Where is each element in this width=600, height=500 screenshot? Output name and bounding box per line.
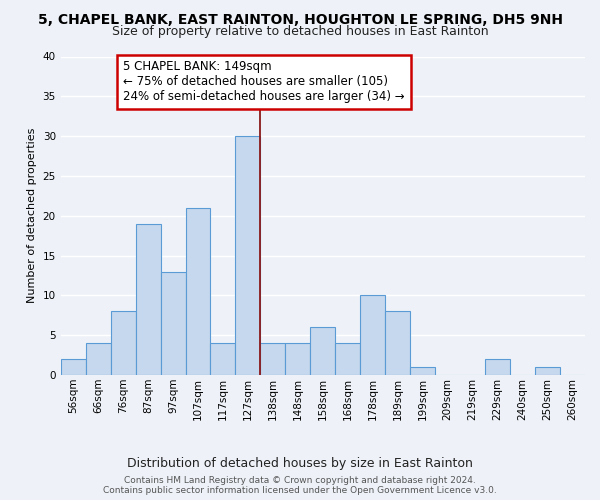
Bar	[335, 343, 360, 375]
Text: Contains HM Land Registry data © Crown copyright and database right 2024.: Contains HM Land Registry data © Crown c…	[124, 476, 476, 485]
Bar	[61, 359, 86, 375]
Bar	[410, 367, 435, 375]
Bar	[535, 367, 560, 375]
Bar	[385, 312, 410, 375]
Bar	[110, 312, 136, 375]
Bar	[211, 343, 235, 375]
Bar	[185, 208, 211, 375]
Text: 5 CHAPEL BANK: 149sqm
← 75% of detached houses are smaller (105)
24% of semi-det: 5 CHAPEL BANK: 149sqm ← 75% of detached …	[123, 60, 405, 104]
Text: Distribution of detached houses by size in East Rainton: Distribution of detached houses by size …	[127, 458, 473, 470]
Bar	[286, 343, 310, 375]
Bar	[260, 343, 286, 375]
Bar	[136, 224, 161, 375]
Bar	[235, 136, 260, 375]
Bar	[310, 328, 335, 375]
Text: Size of property relative to detached houses in East Rainton: Size of property relative to detached ho…	[112, 25, 488, 38]
Bar	[485, 359, 510, 375]
Bar	[360, 296, 385, 375]
Text: 5, CHAPEL BANK, EAST RAINTON, HOUGHTON LE SPRING, DH5 9NH: 5, CHAPEL BANK, EAST RAINTON, HOUGHTON L…	[37, 12, 563, 26]
Bar	[161, 272, 185, 375]
Bar	[86, 343, 110, 375]
Y-axis label: Number of detached properties: Number of detached properties	[27, 128, 37, 304]
Text: Contains public sector information licensed under the Open Government Licence v3: Contains public sector information licen…	[103, 486, 497, 495]
